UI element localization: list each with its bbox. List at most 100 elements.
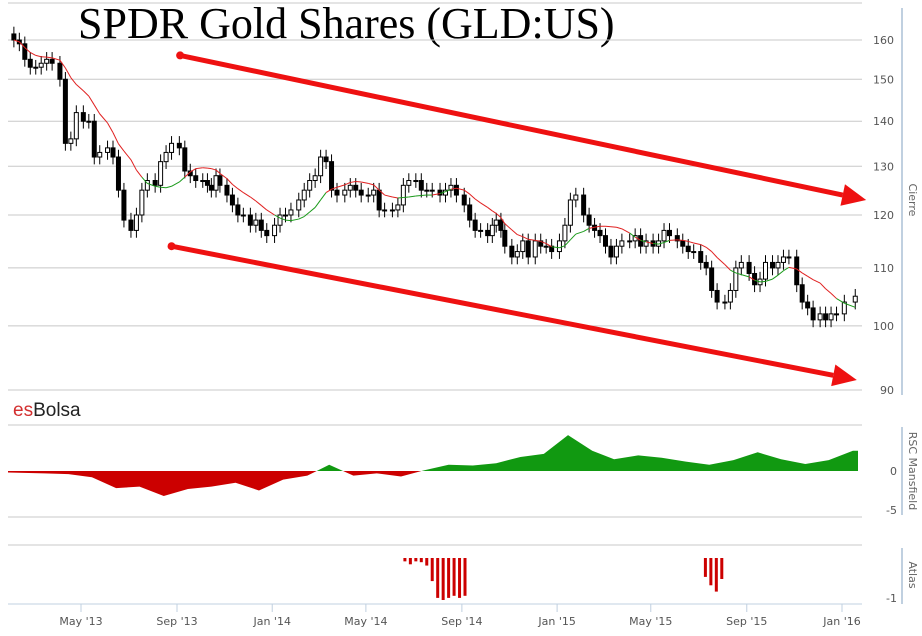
candle: [714, 289, 720, 303]
moving-average-segment: [123, 150, 132, 161]
moving-average-segment: [325, 188, 332, 194]
moving-average-segment: [807, 275, 814, 281]
moving-average-segment: [331, 186, 338, 190]
candle: [619, 240, 625, 247]
moving-average-segment: [59, 59, 66, 69]
candle: [493, 219, 499, 226]
moving-average-segment: [219, 172, 228, 179]
candle: [429, 189, 435, 192]
candle: [307, 180, 313, 191]
moving-average-segment: [517, 234, 523, 238]
candle: [502, 229, 508, 247]
candle: [597, 229, 603, 237]
candle: [400, 184, 406, 206]
moving-average-segment: [141, 176, 148, 184]
x-tick-label: Jan '16: [822, 615, 860, 628]
moving-average-segment: [705, 246, 712, 252]
candle: [158, 161, 164, 186]
candle: [489, 224, 495, 237]
moving-average-segment: [700, 244, 707, 248]
x-tick-label: Jan '14: [252, 615, 290, 628]
candle: [666, 229, 672, 237]
y-tick-label: -5: [886, 504, 897, 517]
moving-average-segment: [616, 226, 623, 230]
moving-average-segment: [629, 232, 636, 238]
moving-average-segment: [99, 113, 108, 124]
y-tick-label: 0: [890, 465, 897, 478]
moving-average-segment: [190, 168, 196, 173]
moving-average-segment: [450, 187, 457, 190]
moving-average-segment: [594, 225, 601, 228]
moving-average-segment: [361, 181, 369, 184]
candle: [91, 120, 97, 158]
moving-average-segment: [688, 240, 694, 244]
candle: [258, 219, 264, 231]
y-axis-label: RSC Mansfield: [906, 432, 919, 510]
moving-average-segment: [211, 168, 217, 171]
candle: [11, 33, 17, 41]
moving-average-segment: [18, 41, 26, 48]
moving-average-segment: [195, 167, 203, 170]
atlas-bar: [414, 558, 418, 562]
candle: [301, 189, 307, 201]
moving-average-segment: [298, 216, 305, 220]
moving-average-segment: [783, 266, 790, 272]
candle: [525, 240, 531, 258]
candle: [235, 204, 241, 216]
moving-average-segment: [492, 210, 497, 214]
candle: [27, 58, 33, 68]
moving-average-segment: [730, 269, 737, 274]
candle: [382, 209, 388, 212]
candle: [229, 194, 235, 206]
candle: [453, 184, 459, 196]
moving-average-segment: [215, 169, 221, 174]
atlas-bar: [463, 558, 467, 596]
candle: [334, 189, 340, 196]
atlas-bar: [430, 558, 434, 582]
moving-average-segment: [559, 245, 566, 249]
candle: [478, 229, 484, 232]
moving-average-segment: [70, 77, 77, 85]
moving-average-segment: [748, 276, 755, 281]
moving-average-segment: [336, 184, 345, 188]
candle: [163, 151, 169, 163]
moving-average-segment: [350, 180, 356, 183]
moving-average-segment: [669, 239, 678, 241]
candle: [86, 120, 92, 123]
moving-average-segment: [500, 217, 506, 224]
atlas-bar: [709, 558, 713, 586]
moving-average-segment: [754, 279, 761, 283]
esbolsa-logo: esBolsa: [13, 400, 81, 421]
candle: [794, 256, 800, 286]
moving-average-segment: [378, 189, 385, 196]
candle: [674, 235, 680, 242]
moving-average-segment: [88, 95, 95, 106]
moving-average-segment: [243, 192, 251, 198]
moving-average-segment: [788, 266, 797, 270]
trend-arrow-line: [171, 243, 834, 378]
moving-average-segment: [693, 242, 701, 246]
moving-average-segment: [610, 226, 617, 228]
candle: [272, 224, 278, 237]
moving-average-segment: [384, 194, 393, 198]
candle: [44, 58, 50, 64]
moving-average-segment: [130, 159, 137, 171]
candle: [661, 229, 667, 242]
moving-average-segment: [474, 198, 481, 204]
moving-average-segment: [35, 54, 42, 58]
candle: [472, 219, 478, 231]
moving-average-segment: [290, 218, 299, 222]
candle: [581, 194, 587, 216]
moving-average-segment: [285, 219, 292, 222]
candle: [389, 209, 395, 212]
moving-average-segment: [812, 279, 821, 284]
candle: [799, 284, 805, 303]
moving-average-segment: [303, 211, 311, 217]
moving-average-segment: [314, 199, 322, 208]
moving-average-segment: [165, 185, 172, 189]
moving-average-segment: [13, 39, 20, 43]
moving-average-segment: [255, 200, 262, 206]
y-tick-label: 110: [873, 262, 894, 275]
x-tick-label: May '14: [344, 615, 387, 628]
moving-average-segment: [711, 251, 718, 258]
